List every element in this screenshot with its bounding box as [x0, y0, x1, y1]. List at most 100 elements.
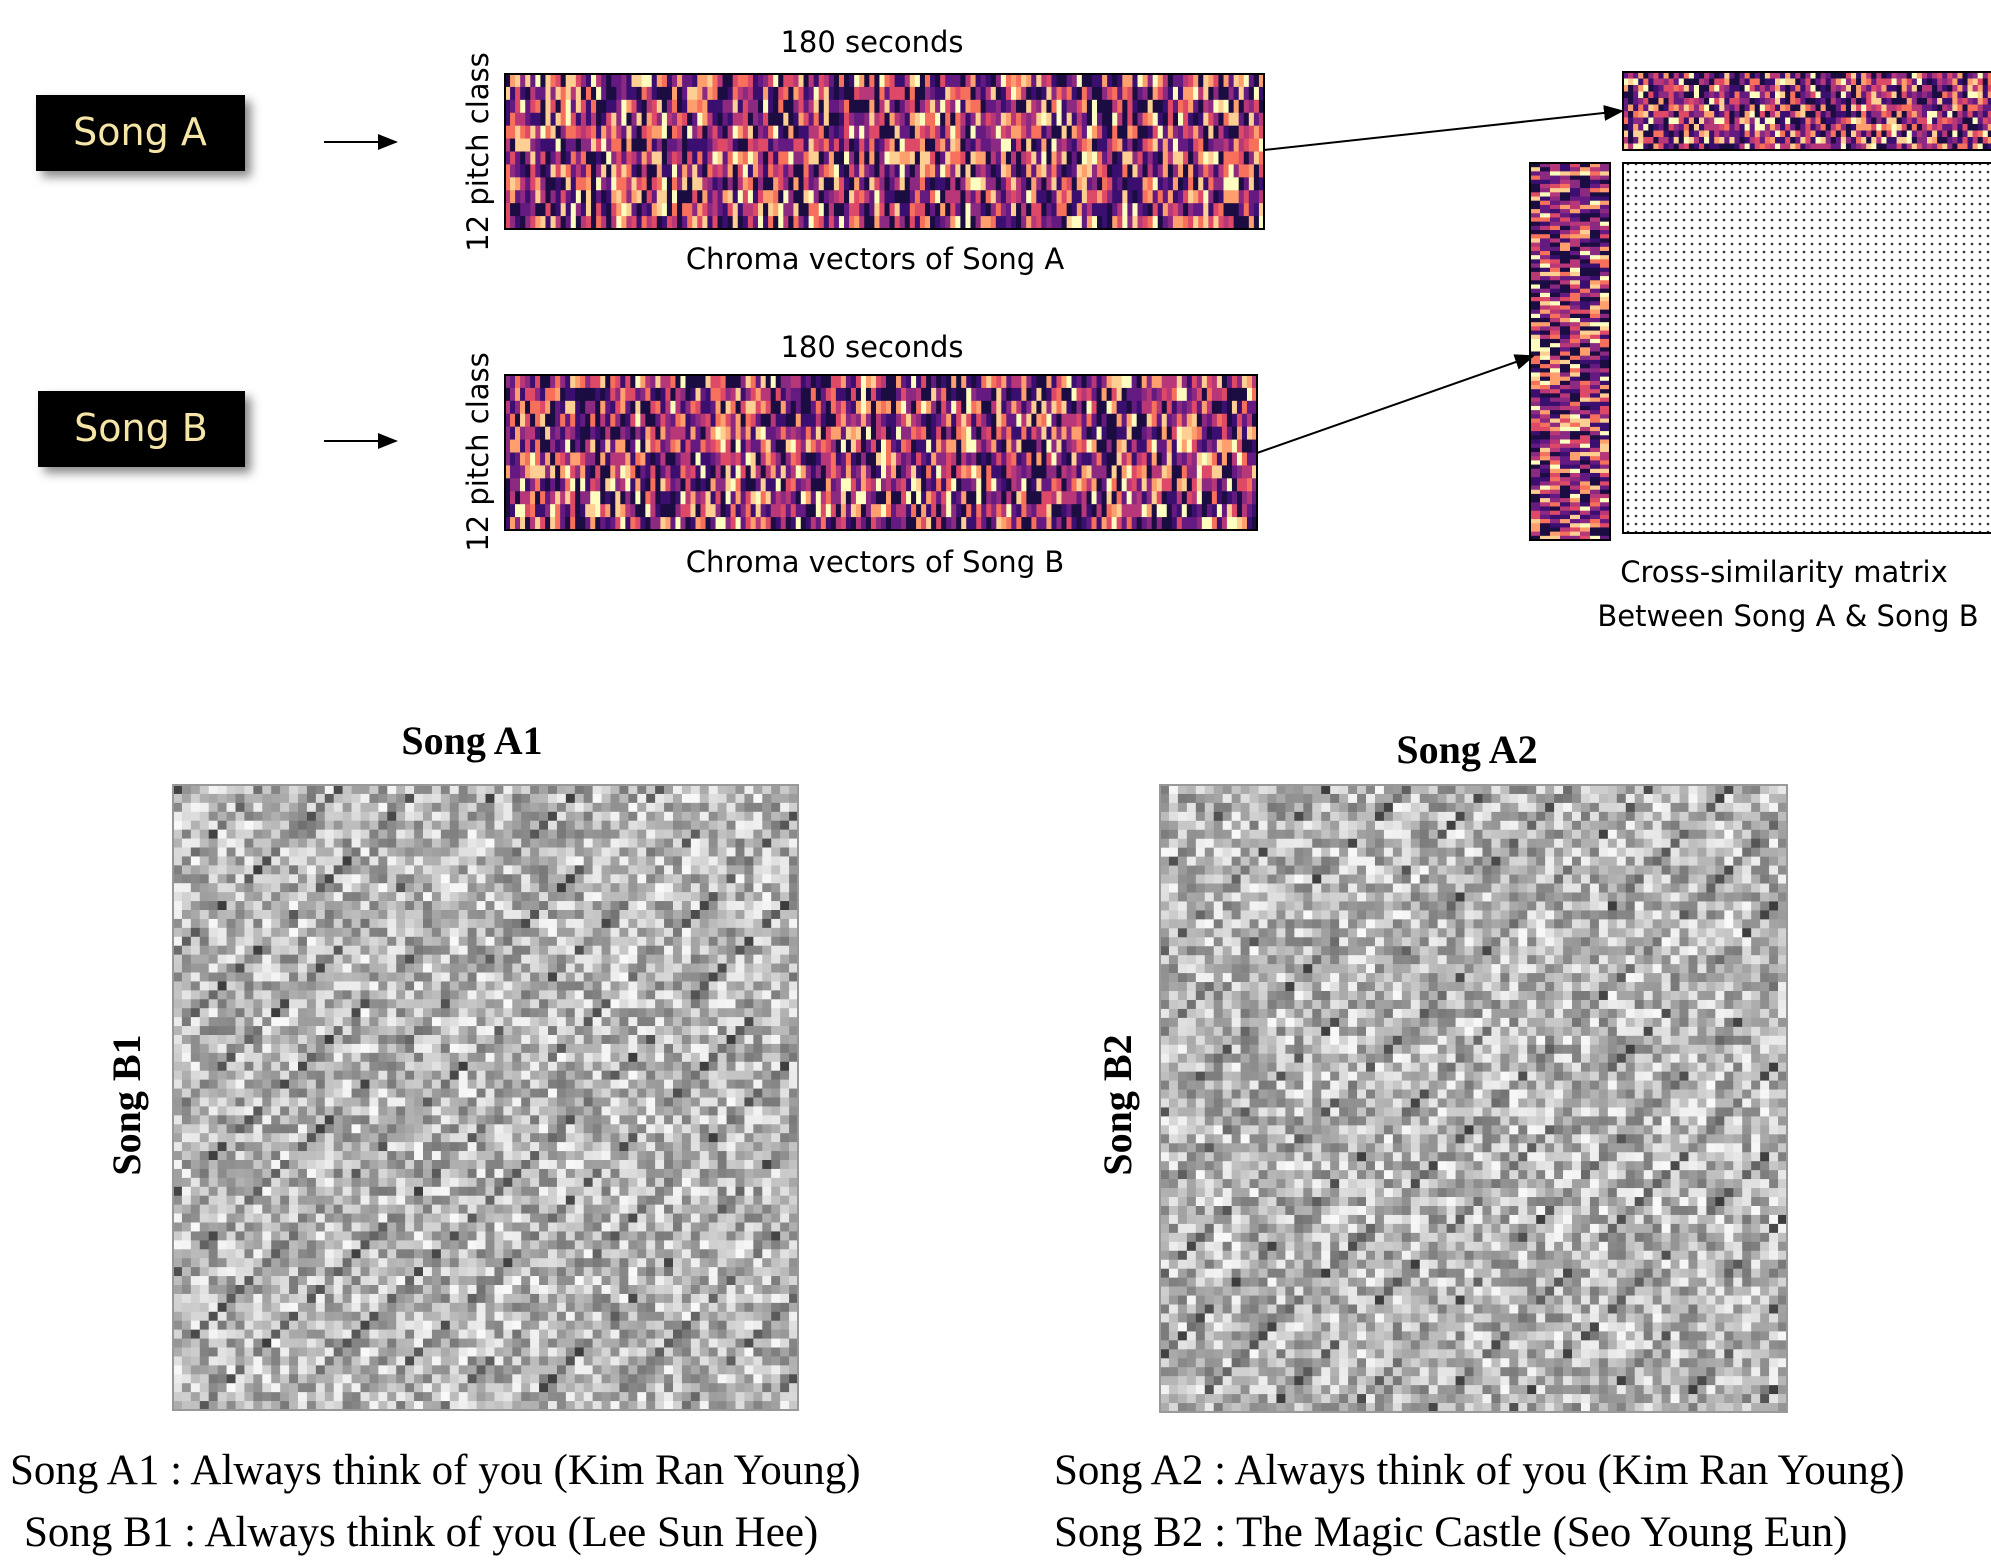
- chroma-cell: [885, 139, 890, 152]
- chroma-cell: [1067, 126, 1072, 139]
- chroma-cell: [1213, 74, 1218, 87]
- chroma-cell: [791, 465, 796, 478]
- chroma-cell: [874, 74, 879, 87]
- chroma-cell: [1810, 85, 1815, 92]
- chroma-cell: [831, 478, 836, 491]
- chroma-cell: [540, 517, 545, 530]
- chroma-cell: [1067, 113, 1072, 126]
- chroma-cell: [1082, 478, 1087, 491]
- chroma-cell: [841, 504, 846, 517]
- chroma-cell: [791, 414, 796, 427]
- chroma-cell: [595, 388, 600, 401]
- chroma-cell: [1780, 111, 1785, 118]
- chroma-cell: [783, 74, 788, 87]
- chroma-cell: [733, 126, 738, 139]
- chroma-cell: [1183, 126, 1188, 139]
- chroma-cell: [1729, 79, 1734, 86]
- chroma-cell: [1540, 419, 1550, 424]
- chroma-cell: [961, 427, 966, 440]
- chroma-cell: [706, 388, 711, 401]
- chroma-cell: [1560, 310, 1570, 315]
- chroma-cell: [748, 74, 753, 87]
- chroma-cell: [575, 388, 580, 401]
- chroma-cell: [1036, 100, 1041, 113]
- chroma-cell: [826, 414, 831, 427]
- chroma-cell: [960, 126, 965, 139]
- chroma-cell: [1162, 453, 1167, 466]
- chroma-cell: [996, 139, 1001, 152]
- chroma-cell: [921, 517, 926, 530]
- chroma-cell: [1866, 98, 1871, 105]
- chroma-cell: [1143, 216, 1148, 229]
- chroma-cell: [545, 177, 550, 190]
- chroma-cell: [1182, 478, 1187, 491]
- chroma-cell: [1092, 87, 1097, 100]
- chroma-cell: [960, 177, 965, 190]
- chroma-cell: [1962, 92, 1967, 99]
- chroma-cell: [682, 113, 687, 126]
- chroma-cell: [1912, 79, 1917, 86]
- chroma-cell: [1851, 85, 1856, 92]
- chroma-cell: [1550, 444, 1560, 449]
- chroma-cell: [791, 388, 796, 401]
- chroma-cell: [620, 453, 625, 466]
- chroma-cell: [1177, 388, 1182, 401]
- chroma-cell: [591, 164, 596, 177]
- chroma-cell: [900, 139, 905, 152]
- chroma-cell: [1072, 427, 1077, 440]
- chroma-cell: [766, 465, 771, 478]
- chroma-cell: [1222, 517, 1227, 530]
- chroma-cell: [761, 401, 766, 414]
- chroma-cell: [1249, 203, 1254, 216]
- chroma-cell: [1947, 72, 1952, 79]
- chroma-cell: [1157, 401, 1162, 414]
- chroma-cell: [950, 100, 955, 113]
- chroma-cell: [1117, 414, 1122, 427]
- chroma-cell: [706, 401, 711, 414]
- chroma-cell: [1097, 517, 1102, 530]
- chroma-cell: [1138, 100, 1143, 113]
- chroma-cell: [756, 440, 761, 453]
- chroma-cell: [1699, 131, 1704, 138]
- chroma-cell: [1227, 504, 1232, 517]
- chroma-cell: [753, 216, 758, 229]
- chroma-cell: [716, 427, 721, 440]
- chroma-cell: [616, 74, 621, 87]
- chroma-cell: [1031, 388, 1036, 401]
- chroma-cell: [986, 491, 991, 504]
- chroma-cell: [1001, 375, 1006, 388]
- chroma-cell: [1580, 293, 1590, 298]
- chroma-cell: [645, 504, 650, 517]
- chroma-cell: [1570, 360, 1580, 365]
- chroma-cell: [687, 164, 692, 177]
- chroma-cell: [940, 100, 945, 113]
- chroma-cell: [1217, 427, 1222, 440]
- chroma-cell: [1952, 111, 1957, 118]
- chroma-cell: [930, 100, 935, 113]
- chroma-cell: [991, 465, 996, 478]
- chroma-cell: [910, 152, 915, 165]
- chroma-cell: [726, 401, 731, 414]
- chroma-cell: [1643, 98, 1648, 105]
- chroma-cell: [1092, 465, 1097, 478]
- chroma-cell: [1740, 92, 1745, 99]
- chroma-cell: [859, 216, 864, 229]
- chroma-cell: [1560, 280, 1570, 285]
- chroma-cell: [556, 87, 561, 100]
- chroma-cell: [905, 139, 910, 152]
- chroma-cell: [1247, 440, 1252, 453]
- chroma-cell: [771, 504, 776, 517]
- chroma-cell: [692, 100, 697, 113]
- chroma-cell: [580, 465, 585, 478]
- chroma-cell: [945, 190, 950, 203]
- chroma-cell: [991, 414, 996, 427]
- chroma-cell: [1232, 427, 1237, 440]
- chroma-cell: [1570, 431, 1580, 436]
- chroma-cell: [1016, 414, 1021, 427]
- chroma-cell: [1097, 453, 1102, 466]
- chroma-cell: [1102, 375, 1107, 388]
- chroma-cell: [615, 465, 620, 478]
- chroma-cell: [1026, 74, 1031, 87]
- chroma-cell: [811, 517, 816, 530]
- chroma-cell: [1213, 126, 1218, 139]
